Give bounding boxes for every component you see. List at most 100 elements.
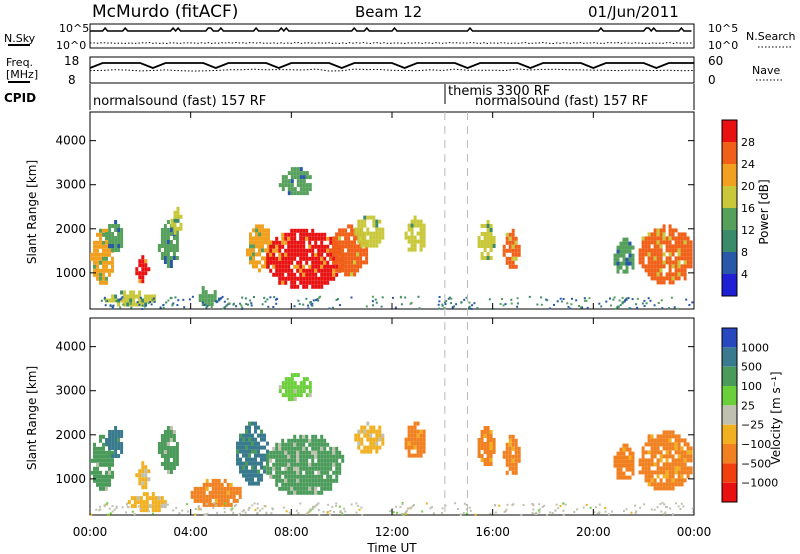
heatmap-cell [407,441,411,446]
heatmap-cell [353,268,357,273]
heatmap-cell [266,458,270,463]
heatmap-cell [465,508,468,511]
heatmap-cell [671,232,675,237]
heatmap-cell [631,451,635,456]
heatmap-cell [347,232,351,237]
heatmap-cell [96,240,99,245]
heatmap-cell [320,268,324,273]
heatmap-cell [296,389,300,394]
heatmap-cell [656,228,660,233]
heatmap-cell [166,458,170,462]
heatmap-cell [483,450,487,454]
heatmap-cell [338,236,342,241]
heatmap-region [278,373,312,402]
heatmap-cell [622,300,625,303]
heatmap-cell [245,465,248,470]
heatmap-cell [372,231,376,236]
heatmap-cell [483,232,487,236]
heatmap-cell [267,236,270,241]
heatmap-cell [296,252,300,257]
heatmap-cell [290,183,294,188]
heatmap-cell [311,470,315,475]
heatmap-region [170,206,183,235]
heatmap-cell [311,462,315,467]
nsearch-tick-low: 10^0 [708,39,738,52]
heatmap-cell [272,454,276,459]
heatmap-cell [647,438,651,443]
heatmap-cell [199,494,203,499]
heatmap-cell [628,467,632,472]
heatmap-cell [224,305,227,308]
heatmap-cell [153,297,155,300]
heatmap-cell [486,442,490,446]
heatmap-cell [278,462,282,467]
heatmap-cell [317,502,320,505]
heatmap-cell [299,462,303,467]
heatmap-cell [290,490,294,495]
heatmap-cell [205,478,209,483]
heatmap-cell [371,295,374,298]
heatmap-cell [290,252,294,257]
heatmap-cell [505,508,508,511]
heatmap-cell [273,296,276,299]
heatmap-cell [675,502,677,505]
heatmap-cell [252,236,255,241]
heatmap-cell [127,500,131,505]
heatmap-cell [616,463,620,468]
heatmap-cell [141,275,145,280]
heatmap-cell [141,469,145,474]
heatmap-cell [199,490,203,495]
heatmap-cell [649,299,652,302]
heatmap-cell [341,458,345,463]
heatmap-cell [160,446,164,450]
heatmap-cell [668,280,672,285]
heatmap-cell [105,478,108,483]
heatmap-cell [407,223,411,228]
heatmap-cell [122,303,125,306]
heatmap-cell [329,236,333,241]
heatmap-cell [144,267,148,272]
heatmap-cell [245,469,248,474]
heatmap-cell [99,228,102,233]
heatmap-cell [619,304,622,307]
heatmap-cell [120,232,124,236]
heatmap-cell [653,240,657,245]
heatmap-cell [365,252,369,257]
heatmap-cell [208,502,212,507]
heatmap-cell [138,469,142,474]
heatmap-cell [492,442,496,446]
heatmap-cell [230,509,233,512]
beam-title: Beam 12 [355,3,422,21]
heatmap-cell [549,511,552,514]
heatmap-cell [508,240,512,245]
heatmap-cell [284,446,288,451]
heatmap-cell [486,426,490,430]
heatmap-cell [647,466,651,471]
heatmap-cell [680,248,684,253]
heatmap-cell [160,442,164,446]
heatmap-cell [625,257,629,262]
heatmap-cell [680,236,684,241]
heatmap-cell [102,462,105,467]
heatmap-cell [369,235,373,240]
heatmap-cell [141,485,145,490]
heatmap-cell [644,450,648,455]
heatmap-cell [175,454,179,458]
heatmap-cell [338,466,342,471]
heatmap-cell [514,446,518,451]
heatmap-cell [314,438,318,443]
heatmap-cell [111,232,115,236]
heatmap-cell [287,450,291,455]
heatmap-cell [407,445,411,450]
heatmap-cell [407,429,411,434]
heatmap-cell [372,239,376,244]
heatmap-cell [314,268,318,273]
heatmap-cell [317,252,321,257]
heatmap-cell [293,284,297,289]
heatmap-cell [302,228,306,233]
heatmap-cell [308,240,312,245]
heatmap-cell [422,433,426,438]
heatmap-cell [623,510,625,513]
heatmap-cell [531,512,534,514]
heatmap-cell [117,454,121,458]
